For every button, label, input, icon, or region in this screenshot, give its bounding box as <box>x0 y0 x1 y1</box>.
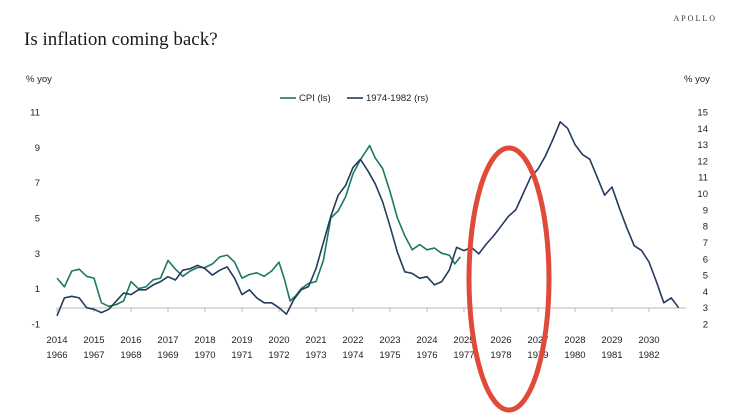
y-right-tick: 15 <box>697 108 708 119</box>
y-left-tick: 1 <box>35 284 40 295</box>
y-right-tick: 2 <box>703 320 708 331</box>
x-tick-top: 2020 <box>268 335 289 346</box>
x-tick-top: 2017 <box>157 335 178 346</box>
y-right-tick: 7 <box>703 238 708 249</box>
x-tick-top: 2014 <box>46 335 67 346</box>
y-right-tick: 6 <box>703 254 708 265</box>
x-tick-bottom: 1976 <box>416 350 437 361</box>
x-tick-top: 2016 <box>120 335 141 346</box>
axes: -113579112345678910111213141520141966201… <box>30 108 708 362</box>
x-tick-bottom: 1982 <box>638 350 659 361</box>
series-line-1974-1982 <box>56 121 680 317</box>
y-left-tick: 7 <box>35 178 40 189</box>
x-tick-top: 2027 <box>527 335 548 346</box>
x-tick-bottom: 1966 <box>46 350 67 361</box>
y-axis-left-label: % yoy <box>26 74 52 85</box>
x-tick-bottom: 1975 <box>379 350 400 361</box>
x-tick-bottom: 1970 <box>194 350 215 361</box>
y-left-tick: 9 <box>35 143 40 154</box>
x-tick-top: 2015 <box>83 335 104 346</box>
y-right-tick: 13 <box>697 140 708 151</box>
series-lines <box>56 121 680 317</box>
x-tick-bottom: 1971 <box>231 350 252 361</box>
x-tick-top: 2025 <box>453 335 474 346</box>
x-tick-bottom: 1979 <box>527 350 548 361</box>
y-right-tick: 5 <box>703 271 708 282</box>
x-tick-bottom: 1968 <box>120 350 141 361</box>
y-left-tick: 3 <box>35 249 40 260</box>
series-line-cpi <box>56 144 461 308</box>
x-tick-top: 2018 <box>194 335 215 346</box>
y-right-tick: 9 <box>703 205 708 216</box>
x-tick-bottom: 1973 <box>305 350 326 361</box>
y-right-tick: 14 <box>697 124 708 135</box>
x-tick-top: 2019 <box>231 335 252 346</box>
chart-title: Is inflation coming back? <box>24 29 218 50</box>
legend-label-cpi: CPI (ls) <box>299 93 331 104</box>
y-right-tick: 8 <box>703 222 708 233</box>
y-left-tick: -1 <box>32 320 40 331</box>
x-tick-bottom: 1967 <box>83 350 104 361</box>
x-tick-bottom: 1980 <box>564 350 585 361</box>
x-tick-bottom: 1972 <box>268 350 289 361</box>
brand-logo: APOLLO <box>673 14 717 23</box>
x-tick-bottom: 1969 <box>157 350 178 361</box>
y-axis-right-label: % yoy <box>684 74 710 85</box>
x-tick-top: 2028 <box>564 335 585 346</box>
y-right-tick: 3 <box>703 303 708 314</box>
x-tick-bottom: 1974 <box>342 350 363 361</box>
y-right-tick: 10 <box>697 189 708 200</box>
y-right-tick: 4 <box>703 287 708 298</box>
x-tick-top: 2024 <box>416 335 437 346</box>
x-tick-top: 2030 <box>638 335 659 346</box>
legend-label-1974-1982: 1974-1982 (rs) <box>366 93 428 104</box>
x-tick-top: 2026 <box>490 335 511 346</box>
x-tick-bottom: 1977 <box>453 350 474 361</box>
y-left-tick: 11 <box>30 108 40 119</box>
x-tick-top: 2021 <box>305 335 326 346</box>
y-left-tick: 5 <box>35 214 40 225</box>
y-right-tick: 12 <box>697 156 708 167</box>
x-tick-bottom: 1978 <box>490 350 511 361</box>
x-tick-top: 2023 <box>379 335 400 346</box>
highlight-ellipse <box>466 145 552 413</box>
legend: CPI (ls) 1974-1982 (rs) <box>280 93 428 104</box>
y-right-tick: 11 <box>698 173 708 184</box>
x-tick-top: 2022 <box>342 335 363 346</box>
x-tick-top: 2029 <box>601 335 622 346</box>
x-tick-bottom: 1981 <box>601 350 622 361</box>
